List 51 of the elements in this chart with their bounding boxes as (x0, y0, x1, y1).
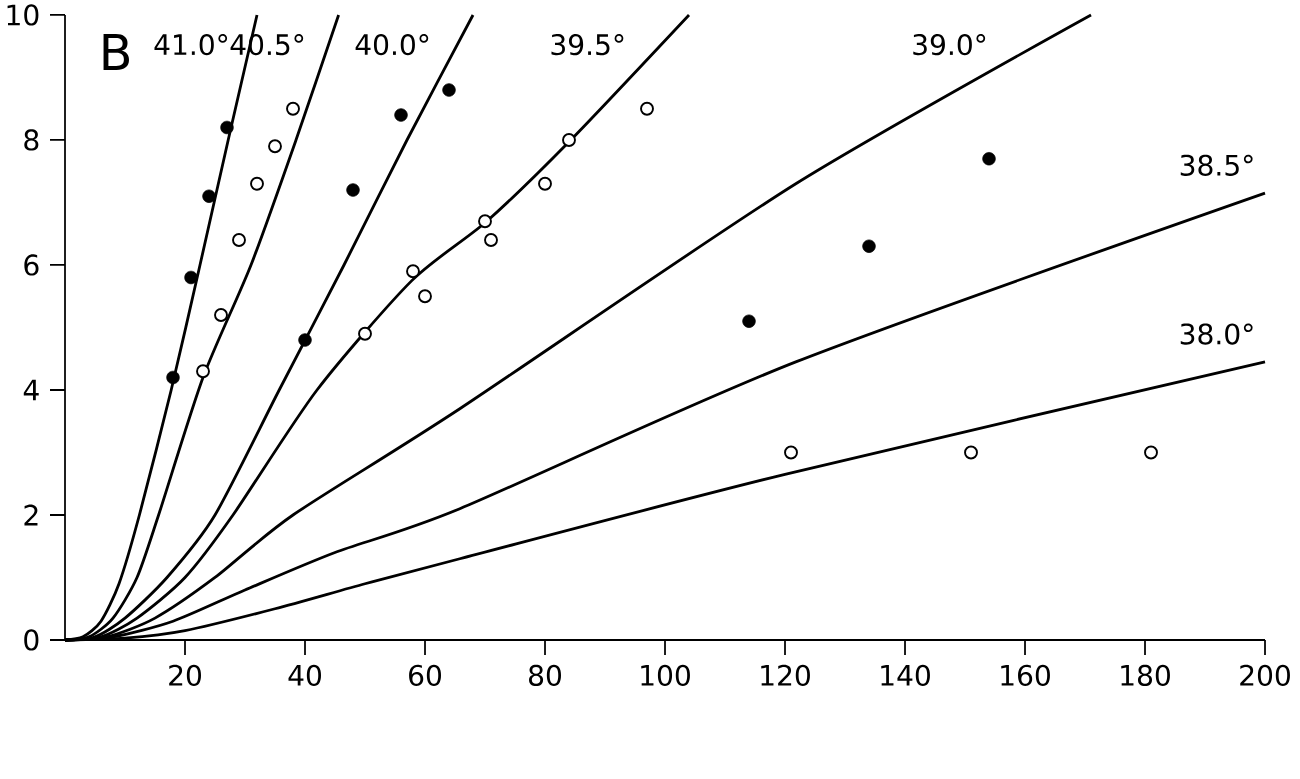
point (184, 270, 198, 285)
x-tick-label: 40 (288, 664, 322, 686)
point (982, 152, 996, 166)
point (418, 289, 432, 304)
y-tick-label: 0 (24, 629, 39, 651)
annotation: B (103, 34, 129, 70)
x-tick-label: 160 (1001, 664, 1050, 686)
point (394, 108, 408, 122)
x-tick-label: 60 (409, 664, 442, 686)
x-tick-label: 100 (641, 664, 690, 686)
point (286, 101, 300, 116)
x-tick-label: 140 (881, 664, 930, 686)
series-label: 38.0° (1180, 323, 1253, 345)
point (220, 120, 234, 135)
point (298, 333, 312, 347)
point (1144, 445, 1158, 460)
point (406, 264, 420, 279)
x-tick-label: 80 (529, 664, 562, 686)
x-tick-label: 200 (1240, 664, 1290, 686)
point (250, 176, 264, 191)
series-label: 41.0° (154, 34, 228, 56)
x-tick-label: 120 (761, 664, 810, 686)
series-label: 39.5° (551, 34, 624, 56)
point (538, 176, 552, 191)
y-tick-label: 6 (24, 254, 39, 276)
point (202, 189, 216, 203)
x-tick-label: 180 (1121, 664, 1170, 686)
y-tick-label: 4 (23, 379, 39, 401)
x-tick-label: 20 (169, 664, 202, 686)
point (562, 133, 576, 147)
point (442, 83, 456, 97)
point (478, 214, 492, 229)
point (862, 239, 876, 253)
series-label: 38.5° (1180, 154, 1253, 176)
series-label: 40.0° (355, 34, 429, 56)
point (166, 370, 180, 385)
point (964, 445, 978, 460)
point (196, 364, 210, 379)
point (214, 308, 228, 322)
point (268, 139, 282, 154)
y-tick-label: 8 (24, 129, 39, 151)
y-tick-label: 2 (24, 504, 38, 526)
point (640, 101, 654, 116)
point (232, 233, 246, 247)
point (742, 314, 756, 328)
point (484, 233, 498, 247)
point (358, 326, 372, 341)
y-tick-label: 10 (7, 4, 39, 26)
series-label: 39.0° (913, 34, 986, 56)
point (784, 445, 798, 460)
point (346, 183, 360, 197)
